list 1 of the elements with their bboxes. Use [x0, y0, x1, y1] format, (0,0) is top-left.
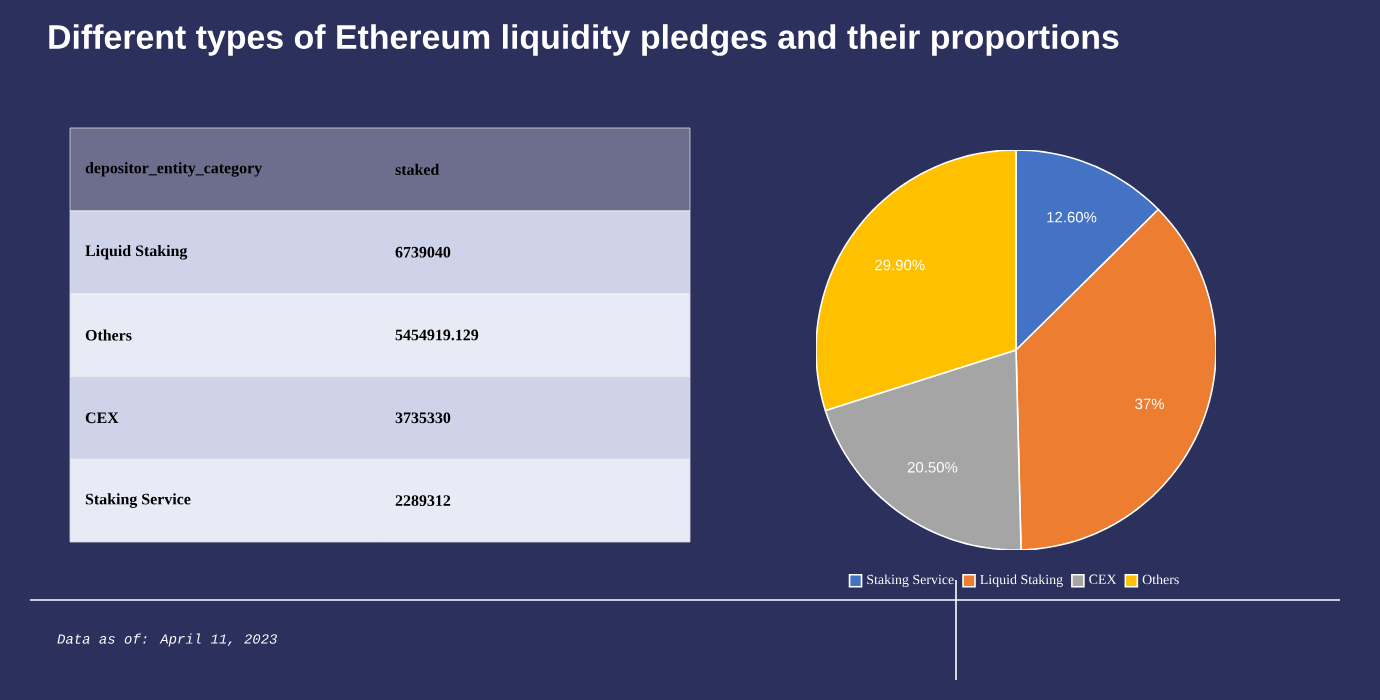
text: Different types of Ethereum liquidity pledges and their proportions — [49, 24, 1119, 56]
